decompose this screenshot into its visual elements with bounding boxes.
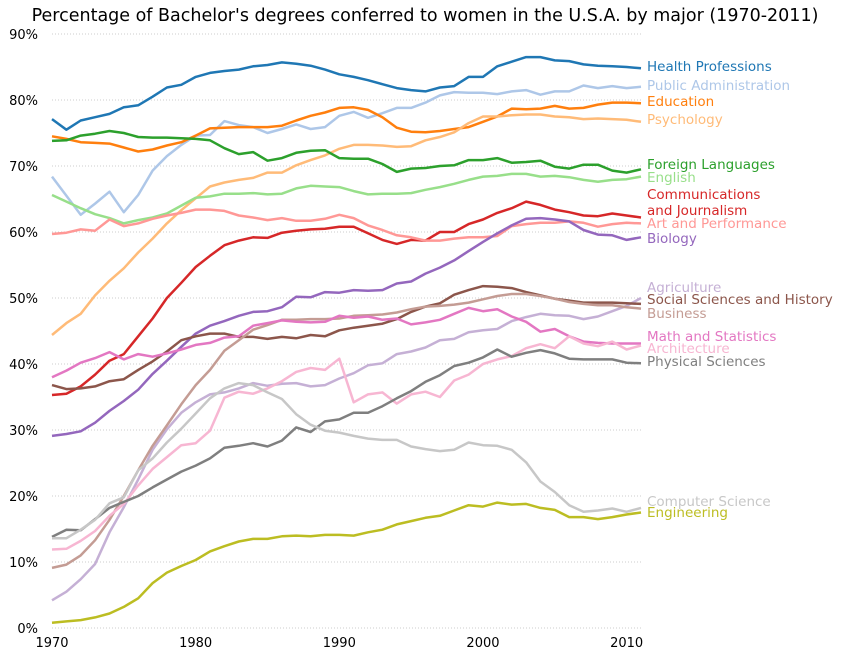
series-line [51, 200, 642, 397]
series-label: Education [647, 94, 714, 110]
chart-title: Percentage of Bachelor's degrees conferr… [32, 6, 819, 26]
series-label: Health Professions [647, 59, 772, 75]
gridlines [52, 33, 641, 629]
series-line [51, 113, 642, 336]
series-label: Architecture [647, 341, 730, 357]
x-tick-label: 1980 [179, 636, 212, 651]
series-line [51, 84, 642, 217]
series-line [51, 101, 642, 153]
y-tick-label: 40% [9, 358, 38, 373]
series-line [51, 335, 642, 551]
series-label: Agriculture [647, 280, 721, 296]
series-line [51, 129, 642, 174]
x-axis-ticks: 1970 1980 1990 2000 2010 [35, 636, 643, 651]
y-tick-label: 50% [9, 292, 38, 307]
series-label: Biology [647, 231, 697, 247]
series-line [52, 381, 642, 540]
x-tick-label: 1990 [323, 636, 356, 651]
series-line [51, 55, 642, 131]
series-label: Communications and Journalism [647, 187, 760, 219]
y-tick-label: 90% [9, 28, 38, 43]
series-label: Social Sciences and History [647, 292, 833, 308]
series-label: Foreign Languages [647, 157, 775, 173]
y-tick-label: 80% [9, 94, 38, 109]
series-label: Art and Performance [647, 216, 787, 232]
series-line [51, 216, 642, 438]
series-lines [51, 55, 642, 624]
series-line [51, 306, 641, 379]
y-axis-ticks: 0% 10% 20% 30% 40% 50% 60% 70% 80% 90% [9, 28, 38, 637]
y-tick-label: 30% [9, 424, 38, 439]
series-line [51, 284, 642, 391]
series-label: Computer Science [647, 494, 771, 510]
x-tick-label: 1970 [35, 636, 68, 651]
series-label: Physical Sciences [647, 354, 766, 370]
series-label: Psychology [647, 112, 723, 128]
series-line [51, 208, 642, 242]
series-line [51, 296, 642, 602]
series-label: English [647, 170, 696, 186]
series-label: Math and Statistics [647, 329, 776, 345]
y-tick-label: 10% [9, 556, 38, 571]
y-tick-label: 20% [9, 490, 38, 505]
series-line [51, 348, 642, 539]
y-tick-label: 60% [9, 226, 38, 241]
series-label: Public Administration [647, 78, 790, 94]
series-label: Engineering [647, 505, 728, 521]
x-tick-label: 2000 [466, 636, 499, 651]
series-line [51, 172, 642, 225]
y-tick-label: 0% [17, 622, 38, 637]
x-tick-label: 2010 [610, 636, 643, 651]
series-label: Business [647, 306, 707, 322]
y-tick-label: 70% [9, 160, 38, 175]
series-line [51, 501, 642, 624]
